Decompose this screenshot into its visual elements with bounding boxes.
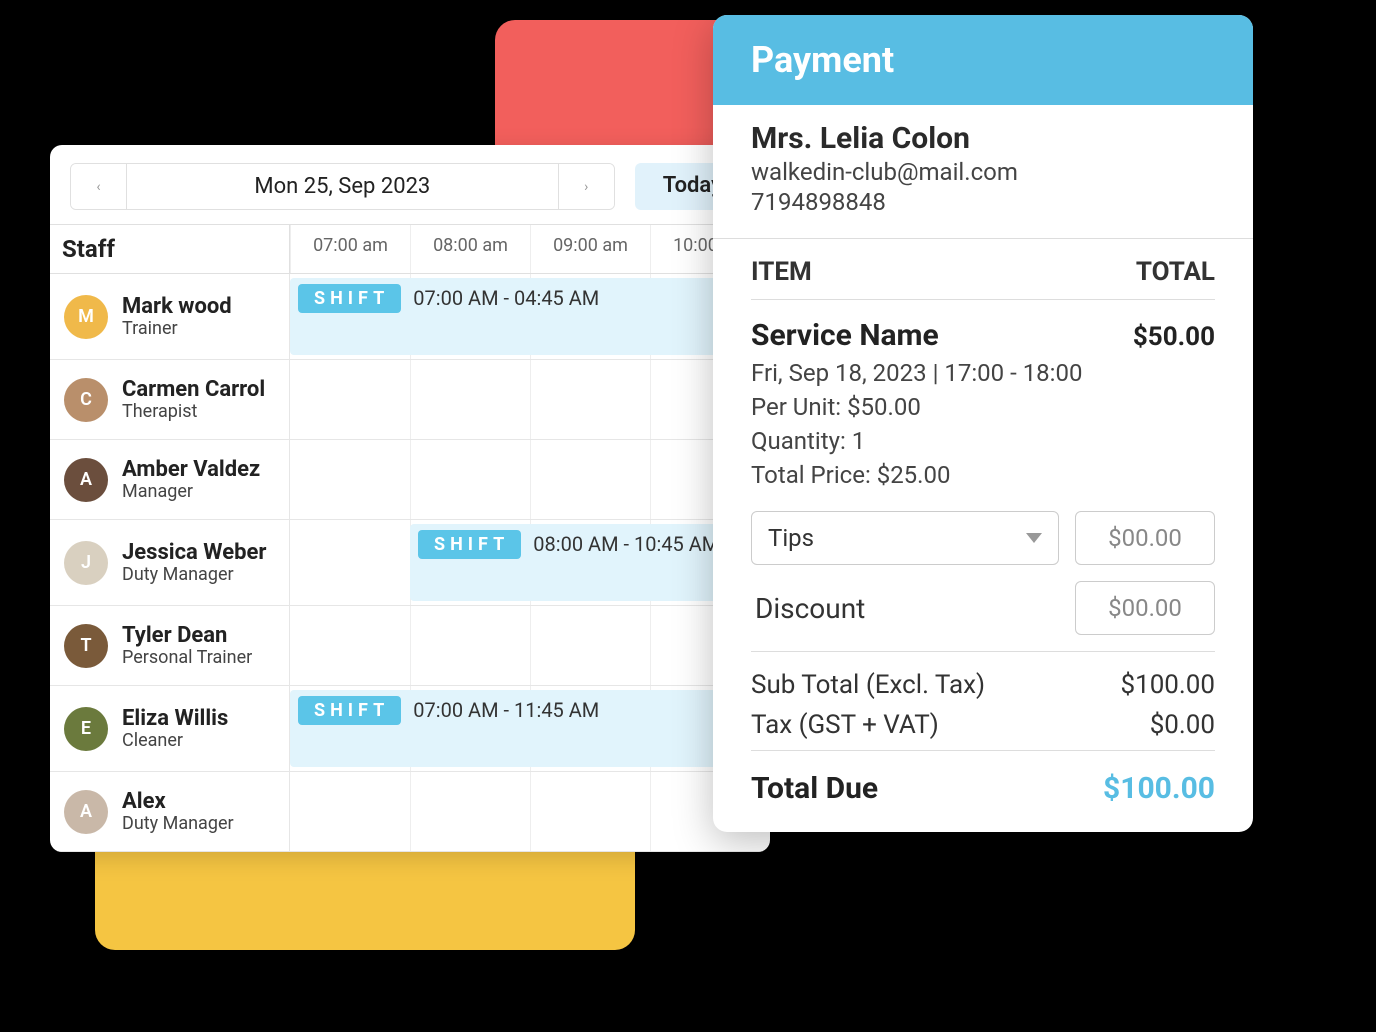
prev-day-button[interactable]: ‹	[71, 164, 127, 209]
customer-email: walkedin-club@mail.com	[751, 158, 1215, 186]
customer-name: Mrs. Lelia Colon	[751, 121, 1215, 156]
item-title: Service Name	[751, 318, 939, 353]
time-column-header: 09:00 am	[530, 225, 650, 273]
staff-cell[interactable]: A Amber ValdezManager	[50, 440, 290, 519]
time-column-header: 07:00 am	[290, 225, 410, 273]
staff-cell[interactable]: E Eliza WillisCleaner	[50, 686, 290, 771]
shift-tag: SHIFT	[418, 530, 521, 559]
date-navigator: ‹ Mon 25, Sep 2023 ›	[70, 163, 615, 210]
avatar: J	[64, 541, 108, 585]
tips-select[interactable]: Tips	[751, 511, 1059, 565]
timeline-cell[interactable]: SHIFT 07:00 AM - 04:45 AM	[290, 274, 770, 359]
schedule-row: C Carmen CarrolTherapist	[50, 360, 770, 440]
payment-header: Payment	[713, 15, 1253, 105]
avatar: C	[64, 378, 108, 422]
staff-role: Personal Trainer	[122, 648, 252, 669]
staff-role: Trainer	[122, 319, 232, 340]
staff-name: Mark wood	[122, 294, 232, 319]
next-day-button[interactable]: ›	[558, 164, 614, 209]
customer-phone: 7194898848	[751, 188, 1215, 216]
shift-time: 08:00 AM - 10:45 AM	[533, 530, 719, 556]
total-due-value: $100.00	[1103, 771, 1215, 806]
chevron-right-icon: ›	[584, 179, 588, 195]
staff-role: Duty Manager	[122, 814, 234, 835]
avatar: E	[64, 707, 108, 751]
schedule-row: E Eliza WillisCleaner SHIFT 07:00 AM - 11:4…	[50, 686, 770, 772]
shift-block[interactable]: SHIFT 07:00 AM - 11:45 AM	[290, 690, 770, 767]
staff-role: Therapist	[122, 402, 265, 423]
tax-label: Tax (GST + VAT)	[751, 710, 939, 740]
schedule-row: A AlexDuty Manager	[50, 772, 770, 852]
staff-name: Carmen Carrol	[122, 377, 265, 402]
avatar: M	[64, 295, 108, 339]
staff-cell[interactable]: T Tyler DeanPersonal Trainer	[50, 606, 290, 685]
item-quantity: Quantity: 1	[751, 427, 1215, 455]
items-header-left: ITEM	[751, 257, 812, 287]
avatar: T	[64, 624, 108, 668]
shift-time: 07:00 AM - 11:45 AM	[413, 696, 599, 722]
timeline-cell[interactable]: SHIFT 08:00 AM - 10:45 AM	[290, 520, 770, 605]
payment-card: Payment Mrs. Lelia Colon walkedin-club@m…	[713, 15, 1253, 832]
shift-tag: SHIFT	[298, 696, 401, 725]
discount-row: Discount $00.00	[751, 581, 1215, 635]
item-datetime: Fri, Sep 18, 2023 | 17:00 - 18:00	[751, 359, 1215, 387]
line-item: Service Name $50.00 Fri, Sep 18, 2023 | …	[751, 300, 1215, 511]
chevron-left-icon: ‹	[96, 179, 100, 195]
avatar: A	[64, 458, 108, 502]
current-date-label[interactable]: Mon 25, Sep 2023	[127, 164, 558, 209]
subtotal-value: $100.00	[1120, 670, 1215, 700]
staff-name: Jessica Weber	[122, 540, 266, 565]
items-header-right: TOTAL	[1136, 257, 1215, 287]
staff-cell[interactable]: A AlexDuty Manager	[50, 772, 290, 851]
staff-name: Tyler Dean	[122, 623, 252, 648]
schedule-row: M Mark woodTrainer SHIFT 07:00 AM - 04:45 A…	[50, 274, 770, 360]
schedule-row: J Jessica WeberDuty Manager SHIFT 08:00 AM …	[50, 520, 770, 606]
staff-name: Eliza Willis	[122, 706, 228, 731]
timeline-cell[interactable]	[290, 440, 770, 519]
items-header-row: ITEM TOTAL	[751, 257, 1215, 300]
staff-name: Alex	[122, 789, 234, 814]
schedule-row: T Tyler DeanPersonal Trainer	[50, 606, 770, 686]
item-per-unit: Per Unit: $50.00	[751, 393, 1215, 421]
schedule-grid-header: Staff 07:00 am 08:00 am 09:00 am 10:00 a…	[50, 224, 770, 274]
staff-role: Duty Manager	[122, 565, 266, 586]
discount-label: Discount	[751, 592, 1059, 625]
chevron-down-icon	[1026, 533, 1042, 543]
staff-role: Cleaner	[122, 731, 228, 752]
item-total-price: Total Price: $25.00	[751, 461, 1215, 489]
totals-block: Sub Total (Excl. Tax) $100.00 Tax (GST +…	[751, 651, 1215, 832]
timeline-cell[interactable]: SHIFT 07:00 AM - 11:45 AM	[290, 686, 770, 771]
staff-cell[interactable]: C Carmen CarrolTherapist	[50, 360, 290, 439]
tips-select-label: Tips	[768, 524, 814, 552]
shift-block[interactable]: SHIFT 07:00 AM - 04:45 AM	[290, 278, 770, 355]
customer-block: Mrs. Lelia Colon walkedin-club@mail.com …	[713, 105, 1253, 239]
staff-role: Manager	[122, 482, 260, 503]
timeline-cell[interactable]	[290, 360, 770, 439]
schedule-card: ‹ Mon 25, Sep 2023 › Today Staff 07:00 a…	[50, 145, 770, 852]
staff-name: Amber Valdez	[122, 457, 260, 482]
timeline-cell[interactable]	[290, 772, 770, 851]
avatar: A	[64, 790, 108, 834]
staff-column-header: Staff	[50, 225, 290, 273]
tax-value: $0.00	[1150, 710, 1215, 740]
item-price: $50.00	[1133, 322, 1215, 352]
schedule-toolbar: ‹ Mon 25, Sep 2023 › Today	[50, 145, 770, 224]
shift-time: 07:00 AM - 04:45 AM	[413, 284, 599, 310]
tips-amount-input[interactable]: $00.00	[1075, 511, 1215, 565]
tips-row: Tips $00.00	[751, 511, 1215, 565]
time-column-header: 08:00 am	[410, 225, 530, 273]
schedule-row: A Amber ValdezManager	[50, 440, 770, 520]
discount-amount-input[interactable]: $00.00	[1075, 581, 1215, 635]
shift-tag: SHIFT	[298, 284, 401, 313]
staff-cell[interactable]: J Jessica WeberDuty Manager	[50, 520, 290, 605]
staff-cell[interactable]: M Mark woodTrainer	[50, 274, 290, 359]
timeline-cell[interactable]	[290, 606, 770, 685]
subtotal-label: Sub Total (Excl. Tax)	[751, 670, 985, 700]
total-due-label: Total Due	[751, 771, 878, 806]
